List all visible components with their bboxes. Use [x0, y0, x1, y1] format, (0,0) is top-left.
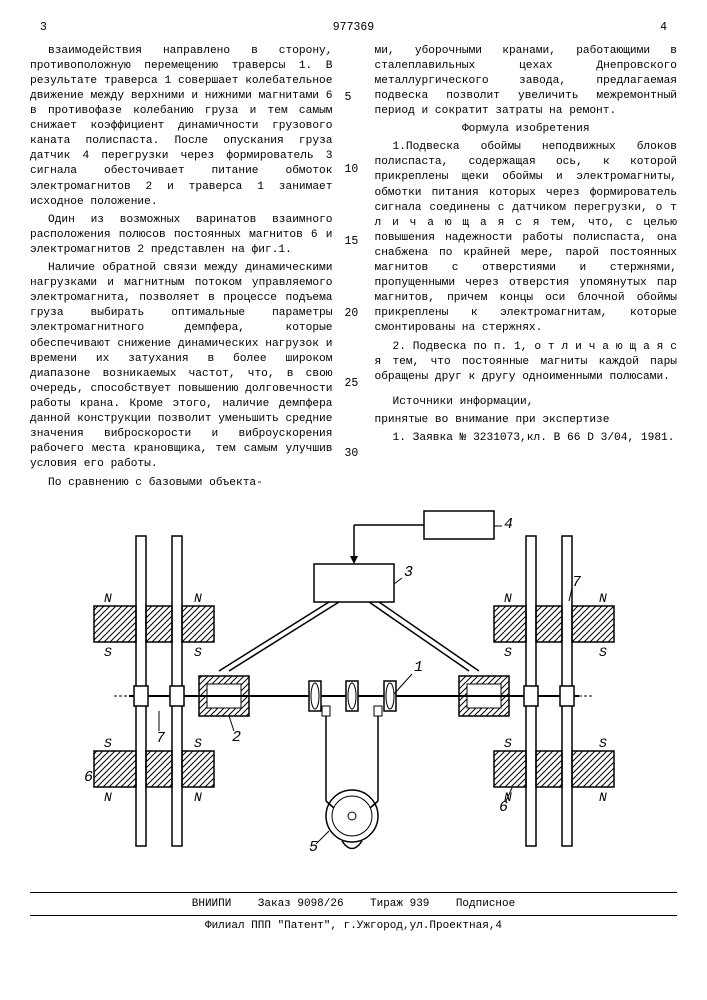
svg-text:6: 6	[84, 769, 93, 786]
svg-text:N: N	[104, 591, 112, 606]
svg-text:S: S	[194, 736, 202, 751]
svg-text:5: 5	[309, 839, 318, 856]
page-number-left: 3	[40, 20, 47, 36]
svg-text:N: N	[504, 591, 512, 606]
marker-5: 5	[345, 90, 352, 106]
sources-title: Источники информации,	[375, 395, 678, 410]
svg-text:S: S	[599, 645, 607, 660]
svg-text:N: N	[194, 591, 202, 606]
svg-text:7: 7	[156, 730, 165, 747]
svg-text:S: S	[104, 736, 112, 751]
technical-diagram: N S N S S N S N N S N S S N S N	[54, 506, 654, 886]
right-claim-2: 2. Подвеска по п. 1, о т л и ч а ю щ а я…	[375, 340, 678, 385]
marker-20: 20	[345, 306, 359, 322]
right-para-1: ми, уборочными кранами, работающими в ст…	[375, 44, 678, 120]
svg-text:S: S	[194, 645, 202, 660]
footer: ВНИИПИ Заказ 9098/26 Тираж 939 Подписное…	[30, 892, 677, 934]
formula-title: Формула изобретения	[375, 122, 678, 137]
svg-text:6: 6	[499, 799, 508, 816]
svg-text:3: 3	[404, 564, 413, 581]
svg-text:1: 1	[414, 659, 423, 676]
svg-text:S: S	[599, 736, 607, 751]
svg-text:N: N	[599, 790, 607, 805]
marker-30: 30	[345, 446, 359, 462]
sources-sub: принятые во внимание при экспертизе	[375, 413, 678, 428]
svg-text:2: 2	[232, 729, 241, 746]
svg-text:S: S	[504, 645, 512, 660]
marker-15: 15	[345, 234, 359, 250]
footer-address: Филиал ППП "Патент", г.Ужгород,ул.Проект…	[30, 915, 677, 934]
left-para-2: Один из возможных варинатов взаимного ра…	[30, 213, 333, 258]
svg-text:N: N	[194, 790, 202, 805]
document-number: 977369	[333, 20, 374, 36]
svg-text:S: S	[104, 645, 112, 660]
svg-text:N: N	[599, 591, 607, 606]
footer-order: Заказ 9098/26	[258, 898, 344, 910]
left-para-3: Наличие обратной связи между динамически…	[30, 261, 333, 473]
left-para-1: взаимодействия направлено в сторону, про…	[30, 44, 333, 210]
right-column: ми, уборочными кранами, работающими в ст…	[375, 44, 678, 494]
svg-text:7: 7	[572, 574, 581, 591]
svg-text:S: S	[504, 736, 512, 751]
page-number-right: 4	[660, 20, 667, 36]
marker-25: 25	[345, 376, 359, 392]
left-para-4: По сравнению с базовыми объекта-	[30, 476, 333, 491]
line-markers: 5 10 15 20 25 30	[345, 44, 363, 494]
svg-text:4: 4	[504, 516, 513, 533]
footer-vniipi: ВНИИПИ	[192, 898, 232, 910]
svg-text:N: N	[104, 790, 112, 805]
footer-podpis: Подписное	[456, 898, 515, 910]
footer-tirazh: Тираж 939	[370, 898, 429, 910]
source-1: 1. Заявка № 3231073,кл. В 66 D 3/04, 198…	[375, 431, 678, 446]
right-claim-1: 1.Подвеска обоймы неподвижных блоков пол…	[375, 140, 678, 336]
marker-10: 10	[345, 162, 359, 178]
left-column: взаимодействия направлено в сторону, про…	[30, 44, 333, 494]
